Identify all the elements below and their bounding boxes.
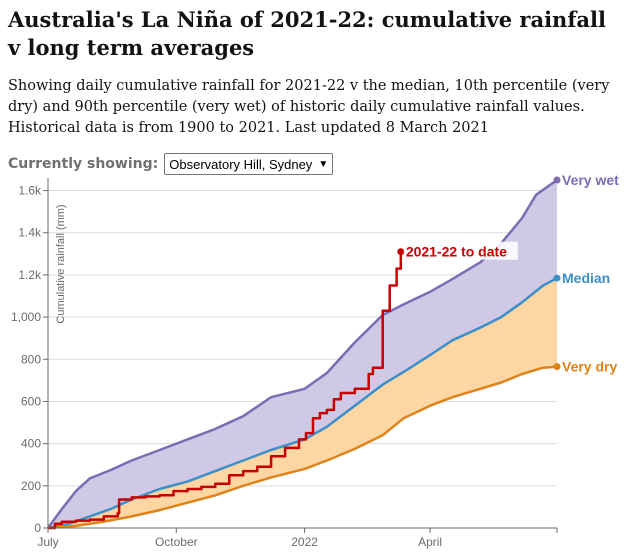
- chart-subtitle: Showing daily cumulative rainfall for 20…: [8, 78, 610, 136]
- x-tick-label: 2022: [291, 535, 318, 549]
- chevron-down-icon: ▼: [318, 158, 329, 170]
- selector-label: Currently showing:: [8, 156, 159, 172]
- series-end-dot-very_dry: [553, 363, 561, 371]
- location-select-value: Observatory Hill, Sydney: [169, 156, 313, 172]
- y-tick-label: 1.4k: [18, 226, 42, 240]
- series-end-dot-very_wet: [553, 176, 561, 184]
- y-tick-label: 1.2k: [18, 268, 42, 282]
- series-line-median: [47, 276, 558, 530]
- y-tick-label: 200: [21, 479, 41, 493]
- y-tick-label: 400: [21, 437, 41, 451]
- y-tick-label: 800: [21, 352, 41, 366]
- series-line-to_date: [48, 251, 403, 530]
- series-line-very_dry: [47, 365, 558, 530]
- x-tick-label: April: [418, 535, 442, 549]
- y-tick-label: 1.6k: [18, 184, 42, 198]
- wet-band-area: [48, 180, 557, 528]
- y-tick-label: 600: [21, 394, 41, 408]
- series-end-dot-median: [553, 274, 561, 282]
- series-label-bg: [403, 241, 518, 260]
- series-label-very_dry: Very dry: [562, 359, 617, 375]
- chart-title: Australia's La Niña of 2021-22: cumulati…: [8, 7, 606, 60]
- x-tick-label: July: [37, 535, 58, 549]
- location-selector-row: Currently showing: Observatory Hill, Syd…: [8, 153, 334, 175]
- y-tick-label: 0: [34, 521, 41, 535]
- y-axis-label: Cumulative rainfall (mm): [55, 204, 67, 323]
- y-tick-label: 1,000: [11, 310, 41, 324]
- series-label-median: Median: [562, 270, 610, 286]
- x-tick-label: October: [155, 535, 198, 549]
- series-label-very_wet: Very wet: [562, 172, 619, 188]
- series-label-to_date: 2021-22 to date: [406, 244, 507, 260]
- series-end-dot-to_date: [397, 248, 405, 256]
- location-select[interactable]: Observatory Hill, Sydney ▼: [164, 153, 334, 175]
